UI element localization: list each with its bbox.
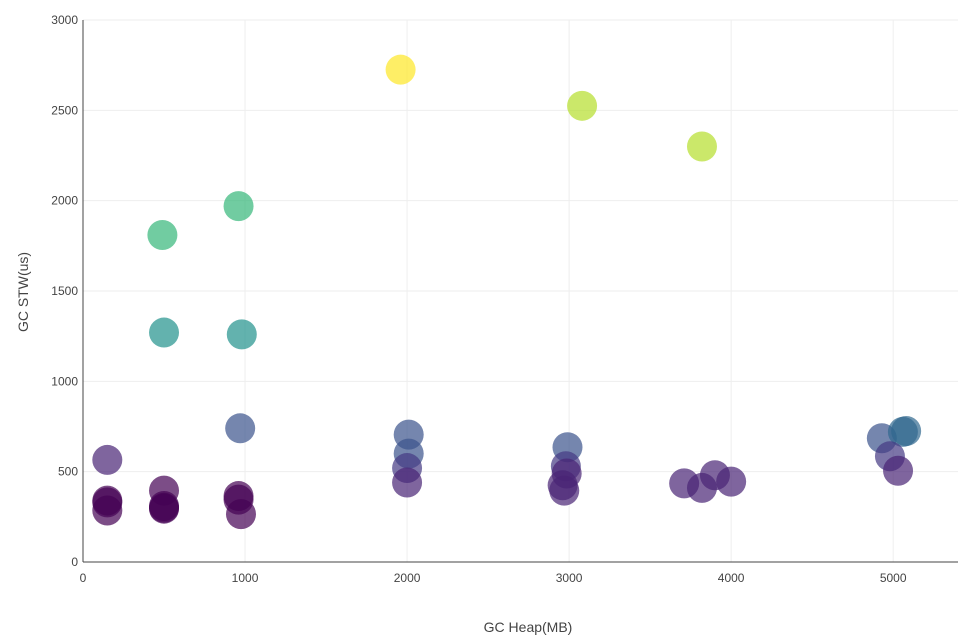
- scatter-point[interactable]: [223, 191, 254, 222]
- y-tick-label: 0: [71, 555, 78, 569]
- scatter-point[interactable]: [891, 416, 922, 447]
- y-axis-title: GC STW(us): [15, 252, 31, 332]
- x-tick-label: 5000: [880, 571, 907, 585]
- scatter-point[interactable]: [226, 319, 257, 350]
- x-axis-title: GC Heap(MB): [484, 619, 573, 635]
- y-tick-label: 1500: [51, 284, 78, 298]
- y-tick-label: 500: [58, 465, 78, 479]
- scatter-point[interactable]: [147, 219, 178, 250]
- y-axis-ticks: 0 500 1000 1500 2000 2500 3000: [51, 13, 78, 569]
- scatter-point[interactable]: [225, 413, 256, 444]
- x-tick-label: 4000: [718, 571, 745, 585]
- y-tick-label: 1000: [51, 374, 78, 388]
- x-tick-label: 0: [80, 571, 87, 585]
- scatter-point[interactable]: [883, 455, 914, 486]
- y-tick-label: 2000: [51, 194, 78, 208]
- scatter-point[interactable]: [549, 475, 580, 506]
- x-tick-label: 3000: [556, 571, 583, 585]
- scatter-point[interactable]: [392, 467, 423, 498]
- scatter-point[interactable]: [686, 131, 717, 162]
- grid-lines: [82, 19, 958, 563]
- scatter-point[interactable]: [92, 495, 123, 526]
- y-tick-label: 3000: [51, 13, 78, 27]
- x-tick-label: 1000: [232, 571, 259, 585]
- x-axis-ticks: 0 1000 2000 3000 4000 5000: [80, 571, 907, 585]
- scatter-point[interactable]: [716, 466, 747, 497]
- scatter-point[interactable]: [225, 499, 256, 530]
- data-points: [92, 54, 922, 530]
- x-tick-label: 2000: [394, 571, 421, 585]
- scatter-point[interactable]: [567, 90, 598, 121]
- scatter-point[interactable]: [149, 493, 180, 524]
- scatter-point[interactable]: [92, 444, 123, 475]
- y-tick-label: 2500: [51, 103, 78, 117]
- scatter-point[interactable]: [149, 317, 180, 348]
- scatter-point[interactable]: [385, 54, 416, 85]
